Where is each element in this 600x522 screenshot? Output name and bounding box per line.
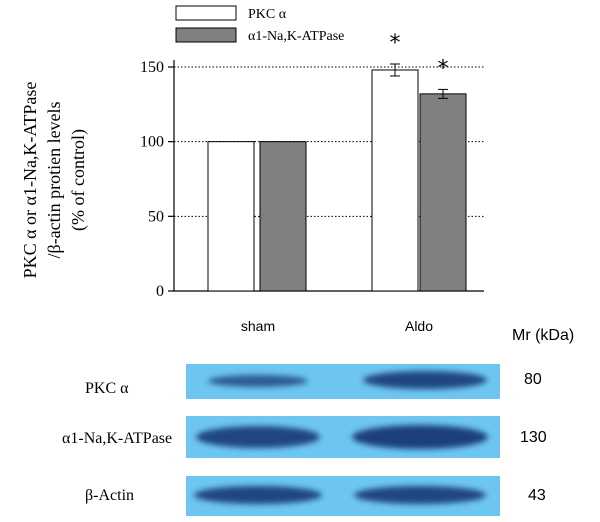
bar-chart-plot: 0 50 100 150 * * [140,31,484,300]
bar-pkc-aldo [371,69,419,292]
blot-mr-actin: 43 [528,487,546,504]
bar-pkc-sham [207,141,255,292]
blot-band-actin-aldo [354,486,486,504]
blot-mr-pkc: 80 [524,371,542,388]
category-label-sham: sham [241,318,275,334]
y-tick-label-150: 150 [140,59,164,76]
bar-atpase-aldo [419,93,467,292]
y-tick-label-0: 0 [156,283,164,300]
y-axis-title-line-3: (% of control) [68,129,89,231]
blot-label-actin: β-Actin [85,487,134,504]
blot-band-atpase-sham [196,426,320,448]
blot-row-actin: β-Actin 43 [85,476,546,516]
y-axis-title-line-2: /β-actin protien levels [44,101,64,258]
y-tick-label-100: 100 [140,134,164,151]
significance-marker-atpase-aldo: * [438,56,449,81]
blot-band-actin-sham [194,486,322,504]
blot-band-pkc-sham [208,375,308,387]
legend: PKC α α1-Na,K-ATPase [175,5,344,44]
blot-mr-atpase: 130 [520,429,547,446]
legend-swatch-pkc [175,5,237,21]
legend-swatch-atpase [175,27,237,43]
blot-band-atpase-aldo [352,425,488,449]
blot-row-atpase: α1-Na,K-ATPase 130 [62,416,547,458]
blot-label-atpase: α1-Na,K-ATPase [62,430,172,447]
legend-label-pkc: PKC α [248,7,287,22]
bar-atpase-sham [259,141,307,292]
blot-label-pkc: PKC α [85,380,129,397]
y-axis-title: PKC α or α1-Na,K-ATPase /β-actin protien… [20,82,89,279]
category-label-aldo: Aldo [405,318,433,334]
mr-header: Mr (kDa) [512,327,574,344]
legend-label-atpase: α1-Na,K-ATPase [248,29,344,44]
blot-band-pkc-aldo [363,371,487,389]
significance-marker-pkc-aldo: * [390,31,401,56]
y-axis-title-line-1: PKC α or α1-Na,K-ATPase [20,82,40,279]
blot-row-pkc: PKC α 80 [85,364,542,399]
y-tick-label-50: 50 [148,208,164,225]
